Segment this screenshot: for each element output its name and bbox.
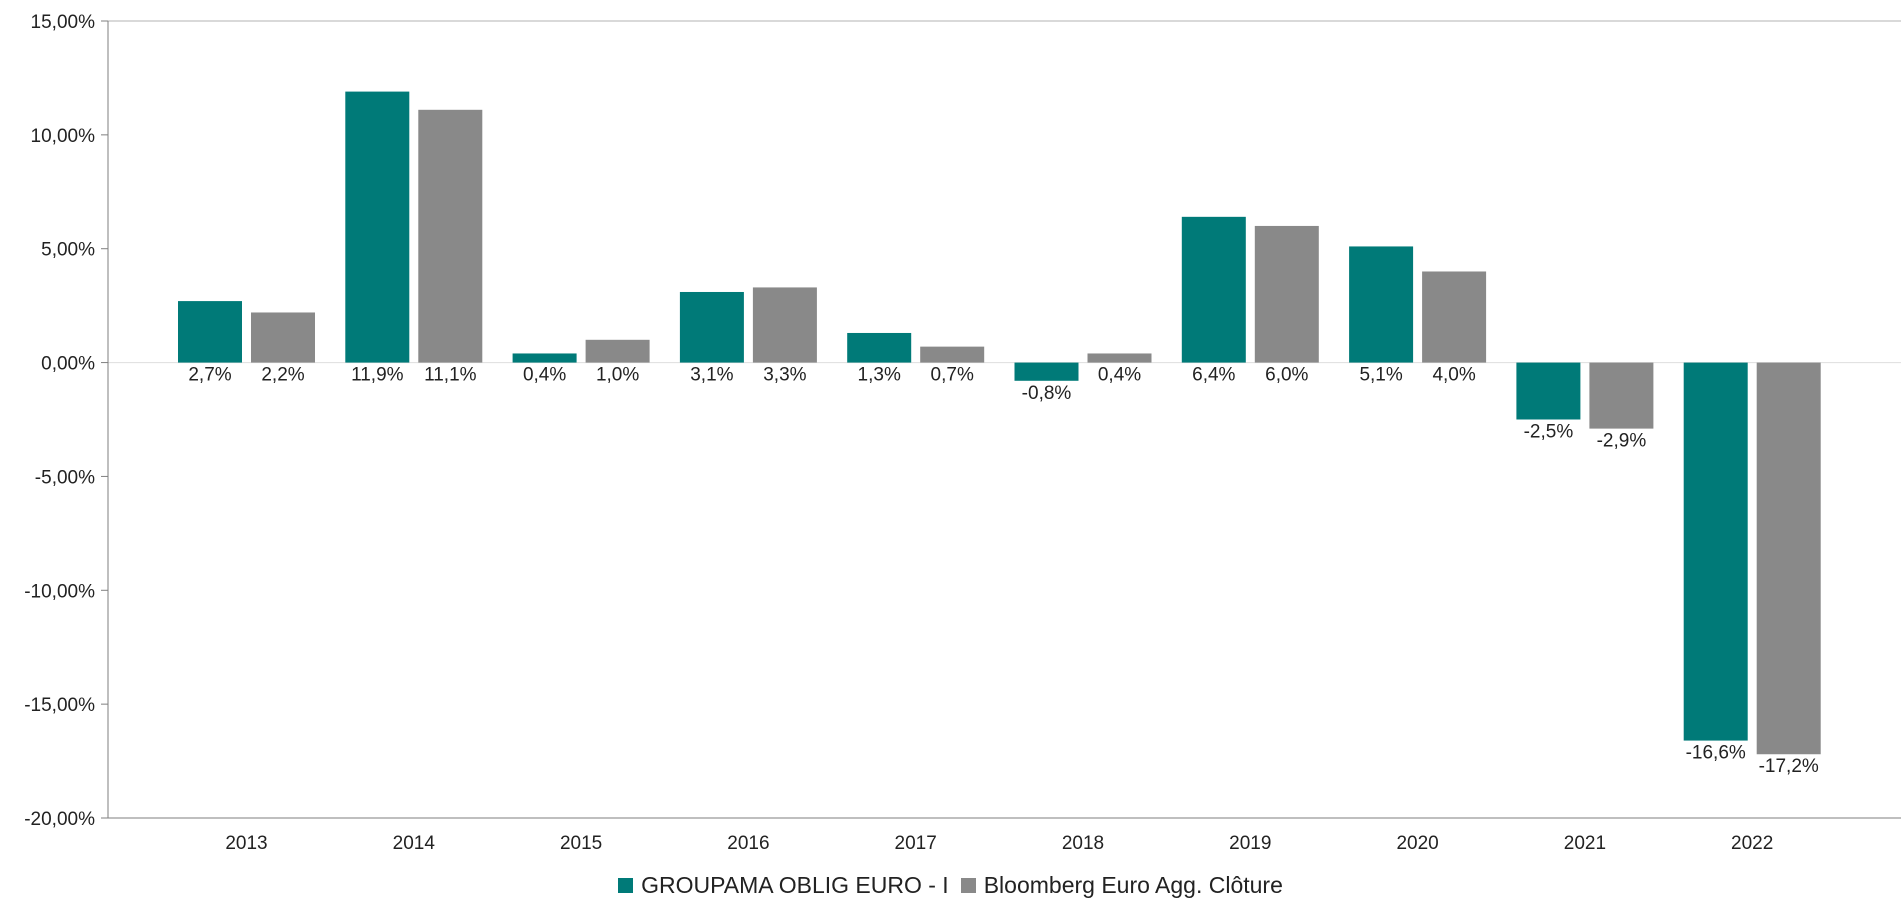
tick-labels: 15,00% 10,00% 5,00% 0,00% -5,00% -10,00% -15,0… (24, 12, 1773, 854)
y-tick-label: -20,00% (24, 809, 95, 830)
x-tick-label: 2019 (1229, 833, 1271, 854)
data-label-benchmark-2021: -2,9% (1597, 431, 1647, 452)
y-tick-label: -5,00% (35, 467, 95, 488)
bar-benchmark-2013 (251, 312, 315, 363)
legend-swatch-benchmark (960, 877, 976, 893)
data-label-benchmark-2018: 0,4% (1098, 365, 1141, 386)
data-label-benchmark-2020: 4,0% (1432, 365, 1475, 386)
x-tick-label: 2016 (727, 833, 769, 854)
bar-fund-2020 (1349, 246, 1414, 363)
x-tick-label: 2021 (1564, 833, 1606, 854)
legend-item-benchmark: Bloomberg Euro Agg. Clôture (960, 871, 1283, 899)
bar-fund-2017 (847, 332, 912, 363)
bar-benchmark-2020 (1422, 271, 1487, 363)
legend: GROUPAMA OBLIG EURO - I Bloomberg Euro A… (0, 870, 1901, 900)
y-tick-label: 10,00% (31, 126, 96, 147)
x-tick-label: 2018 (1062, 833, 1104, 854)
bar-fund-2019 (1181, 216, 1246, 363)
bars (178, 91, 1821, 755)
legend-label-fund: GROUPAMA OBLIG EURO - I (641, 871, 949, 898)
data-label-benchmark-2022: -17,2% (1759, 756, 1819, 777)
y-tick-label: -15,00% (24, 695, 95, 716)
bar-fund-2022 (1683, 362, 1748, 741)
bar-benchmark-2022 (1756, 362, 1821, 755)
bar-benchmark-2021 (1589, 362, 1654, 429)
legend-item-fund: GROUPAMA OBLIG EURO - I (618, 872, 949, 899)
data-label-fund-2021: -2,5% (1524, 422, 1574, 443)
data-label-fund-2016: 3,1% (690, 365, 733, 386)
data-label-fund-2020: 5,1% (1359, 365, 1402, 386)
data-label-fund-2019: 6,4% (1192, 365, 1235, 386)
x-tick-label: 2017 (895, 833, 937, 854)
x-tick-label: 2020 (1396, 833, 1438, 854)
y-tick-label: 0,00% (41, 354, 95, 375)
data-label-fund-2013: 2,7% (188, 365, 231, 386)
data-label-benchmark-2014: 11,1% (424, 365, 477, 386)
y-tick-label: -10,00% (24, 581, 95, 602)
data-labels: 2,7% 11,9% 0,4% 3,1% 1,3% -0,8% 6,4% 5,1% -2,5% -… (188, 365, 1819, 778)
y-tick-label: 15,00% (31, 12, 96, 33)
data-label-fund-2014: 11,9% (351, 365, 404, 386)
bar-benchmark-2016 (752, 287, 817, 363)
bar-benchmark-2018 (1087, 353, 1152, 363)
x-tick-label: 2013 (225, 833, 267, 854)
bar-fund-2018 (1014, 362, 1079, 381)
legend-label-benchmark: Bloomberg Euro Agg. Clôture (983, 871, 1283, 898)
data-label-benchmark-2019: 6,0% (1265, 365, 1308, 386)
data-label-fund-2022: -16,6% (1686, 743, 1746, 764)
data-label-benchmark-2017: 0,7% (931, 365, 974, 386)
x-tick-label: 2015 (560, 833, 602, 854)
legend-swatch-fund (618, 877, 634, 893)
y-tick-label: 5,00% (41, 240, 95, 261)
bar-fund-2014 (345, 91, 410, 363)
data-label-benchmark-2015: 1,0% (596, 365, 639, 386)
bar-fund-2016 (679, 291, 744, 363)
bar-benchmark-2017 (920, 346, 985, 363)
x-tick-label: 2022 (1731, 833, 1773, 854)
bar-fund-2015 (512, 353, 577, 363)
data-label-fund-2018: -0,8% (1022, 383, 1072, 404)
bar-fund-2013 (178, 301, 242, 363)
bar-fund-2021 (1516, 362, 1581, 420)
data-label-fund-2017: 1,3% (858, 365, 901, 386)
data-label-benchmark-2016: 3,3% (763, 365, 806, 386)
data-label-benchmark-2013: 2,2% (261, 365, 304, 386)
bar-benchmark-2019 (1254, 225, 1319, 363)
data-label-fund-2015: 0,4% (523, 365, 566, 386)
bar-benchmark-2015 (585, 339, 650, 363)
bar-benchmark-2014 (418, 109, 483, 363)
x-tick-label: 2014 (393, 833, 436, 854)
